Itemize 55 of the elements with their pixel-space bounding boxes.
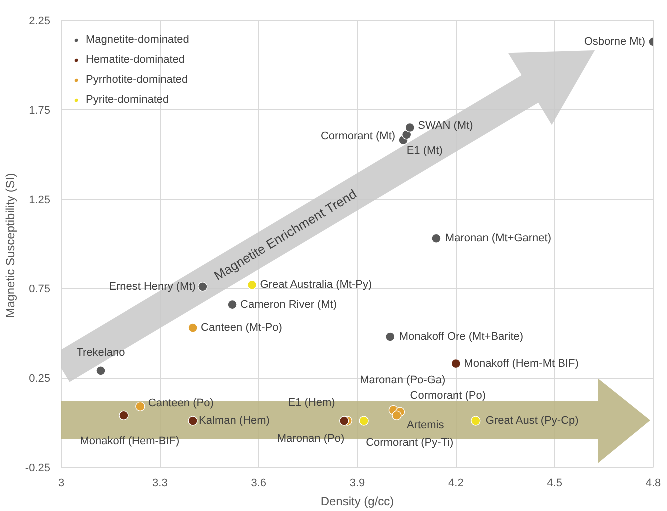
annotation: Kalman (Hem) bbox=[199, 415, 270, 428]
point bbox=[188, 416, 198, 426]
x-tick-label: 3.6 bbox=[251, 478, 266, 490]
point bbox=[228, 300, 238, 310]
y-tick-label: 2.25 bbox=[29, 16, 51, 28]
annotation: Cormorant (Po) bbox=[410, 390, 486, 402]
annotation: SWAN (Mt) bbox=[418, 120, 474, 132]
x-tick-label: 4.8 bbox=[646, 478, 662, 490]
point bbox=[451, 358, 462, 369]
point bbox=[432, 234, 442, 244]
point bbox=[359, 416, 369, 426]
annotation: Osborne Mt) bbox=[584, 36, 646, 48]
point bbox=[198, 282, 208, 292]
y-tick-label: 1.25 bbox=[29, 194, 51, 206]
y-tick-label: -0.25 bbox=[25, 462, 51, 474]
legend-label: Magnetite-dominated bbox=[86, 33, 190, 47]
legend-label: Pyrrhotite-dominated bbox=[86, 73, 188, 87]
point bbox=[96, 366, 106, 376]
annotation: Great Australia (Mt-Py) bbox=[260, 279, 372, 292]
point bbox=[405, 122, 415, 133]
point bbox=[402, 130, 412, 140]
annotation: Cormorant (Mt) bbox=[320, 130, 396, 142]
annotation: Artemis bbox=[406, 420, 445, 432]
point bbox=[339, 416, 350, 426]
y-tick-label: 0.25 bbox=[29, 373, 51, 386]
point bbox=[392, 410, 402, 420]
legend-label: Hematite-dominated bbox=[86, 53, 186, 67]
x-tick-label: 3.3 bbox=[152, 478, 168, 490]
annotation: Ernest Henry (Mt) bbox=[109, 280, 196, 293]
annotation: Canteen (Po) bbox=[148, 398, 214, 410]
point bbox=[119, 410, 129, 420]
y-tick-label: 1.75 bbox=[29, 104, 51, 117]
annotation: Trekelano bbox=[76, 346, 126, 359]
annotation: Cameron River (Mt) bbox=[240, 298, 338, 311]
x-tick-label: 3.9 bbox=[350, 478, 366, 490]
point bbox=[471, 416, 481, 426]
x-axis-title: Density (g/cc) bbox=[320, 494, 394, 508]
y-tick-label: 0.75 bbox=[29, 284, 51, 296]
annotation: Cormorant (Py-Ti) bbox=[366, 437, 454, 450]
x-tick-label: 4.2 bbox=[448, 478, 464, 490]
x-tick-label: 3 bbox=[58, 478, 65, 490]
legend-label: Pyrite-dominated bbox=[86, 93, 170, 107]
annotation: Maronan (Po-Ga) bbox=[360, 374, 446, 386]
annotation: Maronan (Mt+Garnet) bbox=[445, 232, 552, 245]
annotation: Canteen (Mt-Po) bbox=[201, 322, 282, 334]
annotation: Monakoff Ore (Mt+Barite) bbox=[399, 330, 524, 343]
x-tick-label: 4.5 bbox=[547, 478, 562, 490]
annotation: Great Aust (Py-Cp) bbox=[486, 415, 579, 428]
annotation: E1 (Mt) bbox=[406, 144, 443, 157]
point bbox=[136, 402, 146, 412]
point bbox=[247, 280, 258, 290]
point bbox=[188, 323, 198, 333]
y-axis-title: Magnetic Susceptibility (SI) bbox=[3, 173, 18, 318]
point bbox=[386, 332, 396, 342]
annotation: Monakoff (Hem-Mt BIF) bbox=[464, 358, 579, 370]
